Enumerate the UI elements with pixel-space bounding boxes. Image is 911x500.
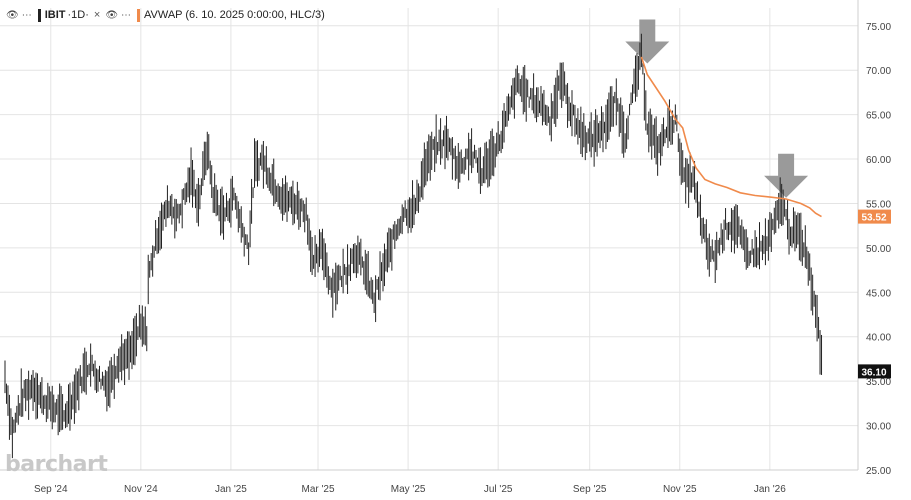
eye-icon[interactable]: 👁 bbox=[6, 9, 19, 21]
x-tick-label: Nov '24 bbox=[124, 484, 158, 495]
price-last-value-box bbox=[858, 364, 891, 379]
price-series bbox=[4, 33, 823, 459]
close-icon[interactable]: × bbox=[93, 9, 101, 21]
y-axis: 25.00 30.00 35.00 40.00 45.00 50.00 55.00 60.00… bbox=[866, 22, 891, 477]
y-tick-label: 55.00 bbox=[866, 199, 891, 210]
x-tick-label: Mar '25 bbox=[302, 484, 335, 495]
legend-interval[interactable]: ·1D· bbox=[67, 9, 89, 21]
x-tick-label: Jan '26 bbox=[754, 484, 786, 495]
x-tick-label: Sep '25 bbox=[573, 484, 607, 495]
avwap-last-value-box bbox=[858, 209, 891, 224]
grid-lines bbox=[0, 0, 859, 471]
legend-study[interactable]: AVWAP (6. 10. 2025 0:00:00, HLC/3) bbox=[144, 9, 325, 21]
chart-legend: 👁 ⋯ IBIT ·1D· × 👁 ⋯ AVWAP (6. 10. 2025 0… bbox=[6, 6, 325, 24]
y-tick-label: 35.00 bbox=[866, 377, 891, 388]
y-tick-label: 70.00 bbox=[866, 66, 891, 77]
x-tick-label: Nov '25 bbox=[663, 484, 697, 495]
annotation-arrows bbox=[625, 19, 809, 198]
down-arrow-annotation bbox=[625, 19, 670, 64]
last-value-labels: 53.52 36.10 bbox=[858, 209, 891, 379]
y-tick-label: 60.00 bbox=[866, 155, 891, 166]
eye-icon[interactable]: 👁 bbox=[105, 9, 119, 21]
price-last-value: 36.10 bbox=[861, 367, 886, 378]
x-axis: Sep '24 Nov '24 Jan '25 Mar '25 May '25 Jul '… bbox=[34, 484, 786, 495]
y-tick-label: 25.00 bbox=[866, 466, 891, 477]
price-legend-swatch bbox=[37, 8, 41, 22]
x-tick-label: Jul '25 bbox=[484, 484, 513, 495]
legend-symbol[interactable]: IBIT bbox=[44, 9, 66, 21]
x-tick-label: May '25 bbox=[391, 484, 426, 495]
y-tick-label: 45.00 bbox=[866, 288, 891, 299]
ellipsis-icon[interactable]: ⋯ bbox=[21, 9, 32, 21]
y-tick-label: 40.00 bbox=[866, 333, 891, 344]
ellipsis-icon[interactable]: ⋯ bbox=[121, 9, 132, 21]
x-tick-label: Jan '25 bbox=[215, 484, 247, 495]
y-tick-label: 65.00 bbox=[866, 111, 891, 122]
avwap-line bbox=[640, 56, 822, 218]
barchart-watermark: barchart bbox=[5, 452, 108, 477]
y-tick-label: 50.00 bbox=[866, 244, 891, 255]
avwap-last-value: 53.52 bbox=[861, 213, 886, 224]
series-layer bbox=[4, 33, 823, 459]
y-tick-label: 30.00 bbox=[866, 422, 891, 433]
y-tick-label: 75.00 bbox=[866, 22, 891, 33]
down-arrow-annotation bbox=[764, 153, 809, 198]
avwap-legend-swatch bbox=[137, 8, 141, 22]
x-tick-label: Sep '24 bbox=[34, 484, 68, 495]
